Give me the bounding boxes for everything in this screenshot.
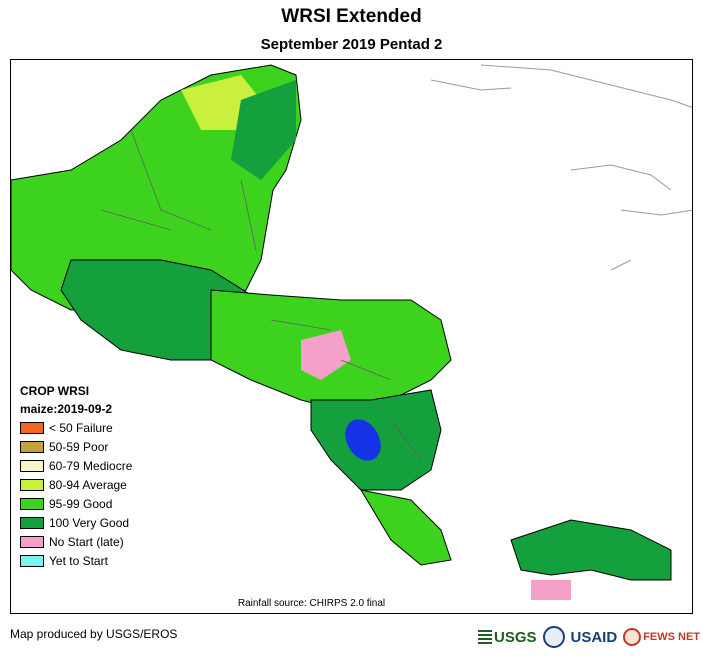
honduras-nostart-zone	[301, 330, 351, 380]
usgs-text: USGS	[494, 628, 537, 646]
legend-item: No Start (late)	[20, 532, 132, 551]
map-frame[interactable]	[10, 59, 693, 614]
legend-label: < 50 Failure	[49, 420, 113, 435]
legend-item: 50-59 Poor	[20, 437, 132, 456]
legend-swatch	[20, 440, 44, 453]
usgs-logo[interactable]: USGS	[478, 629, 537, 646]
legend-swatch	[20, 516, 44, 529]
costa-rica-region	[359, 489, 452, 566]
admin-borders	[100, 129, 422, 461]
legend-item: 95-99 Good	[20, 494, 132, 513]
legend-swatch	[20, 554, 44, 567]
panama-nostart-patch	[531, 580, 571, 600]
legend-swatch	[20, 421, 44, 434]
legend-item: 80-94 Average	[20, 475, 132, 494]
legend-swatch	[20, 535, 44, 548]
legend-subtitle: maize:2019-09-2	[20, 402, 113, 416]
map-subtitle: September 2019 Pentad 2	[260, 36, 443, 53]
map-title: WRSI Extended	[281, 6, 422, 27]
fews-net-logo[interactable]: FEWS NET	[623, 628, 700, 646]
legend-label: No Start (late)	[49, 534, 124, 549]
panama-region	[510, 519, 672, 581]
logo-strip: USGS USAID FEWS NET	[478, 622, 700, 652]
legend-label: 80-94 Average	[49, 477, 127, 492]
legend-item: 60-79 Mediocre	[20, 456, 132, 475]
legend-label: 50-59 Poor	[49, 439, 109, 454]
legend-swatch	[20, 459, 44, 472]
lake-nicaragua	[345, 419, 381, 461]
legend-item: Yet to Start	[20, 551, 132, 570]
producer-credit: Map produced by USGS/EROS	[10, 627, 178, 641]
fews-text: FEWS NET	[643, 631, 701, 643]
globe-icon	[623, 628, 642, 646]
rainfall-source: Rainfall source: CHIRPS 2.0 final	[237, 598, 386, 609]
legend-label: Yet to Start	[49, 553, 108, 568]
legend-label: 95-99 Good	[49, 496, 113, 511]
map-canvas	[11, 64, 692, 600]
map-legend: CROP WRSI maize:2019-09-2 < 50 Failure 5…	[20, 382, 132, 570]
legend-item: 100 Very Good	[20, 513, 132, 532]
yucatan-verygood-zone	[231, 80, 296, 180]
legend-item: < 50 Failure	[20, 418, 132, 437]
usaid-seal-icon	[542, 626, 565, 648]
usaid-logo[interactable]: USAID	[570, 628, 618, 646]
legend-label: 100 Very Good	[49, 515, 130, 530]
legend-swatch	[20, 497, 44, 510]
usgs-mark-icon	[478, 630, 492, 644]
caribbean-islands	[430, 64, 692, 271]
legend-label: 60-79 Mediocre	[49, 458, 133, 473]
legend-title: CROP WRSI	[20, 384, 90, 398]
legend-swatch	[20, 478, 44, 491]
